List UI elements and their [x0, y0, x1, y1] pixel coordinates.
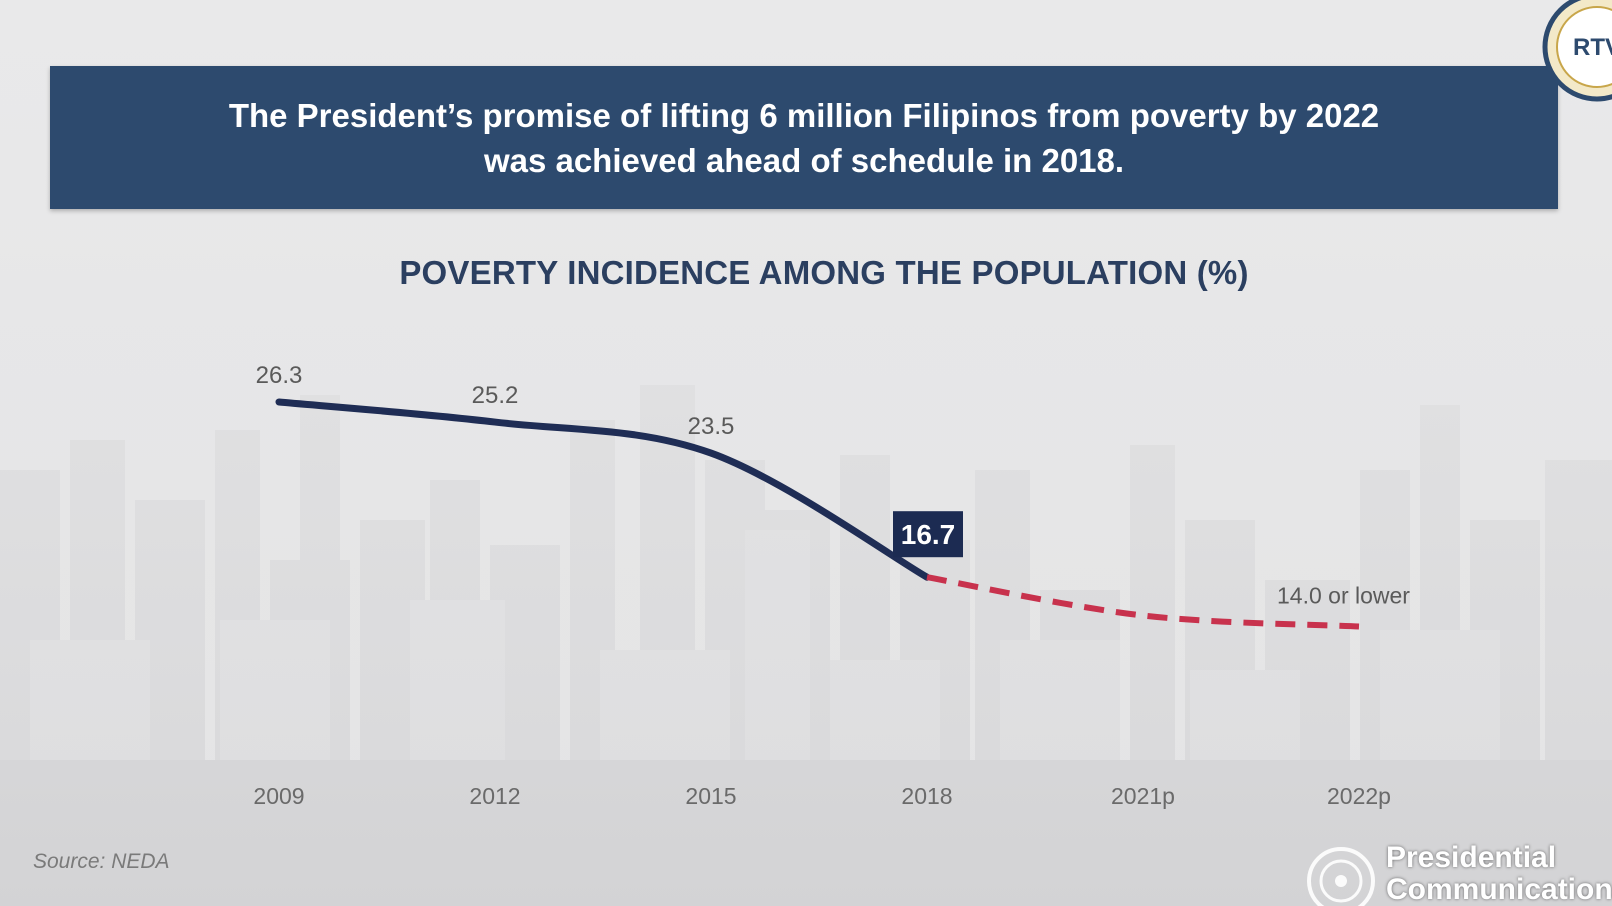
x-tick-label: 2022p [1327, 783, 1391, 809]
data-label-projection: 14.0 or lower [1277, 582, 1410, 608]
x-tick-label: 2012 [469, 783, 520, 809]
x-tick-label: 2015 [685, 783, 736, 809]
data-label: 23.5 [688, 413, 735, 440]
pcoo-wordmark-line-1: Presidential [1386, 841, 1557, 874]
actual-line-solid [275, 398, 931, 581]
rtv-seal-logo: RTV [1542, 0, 1612, 102]
data-label: 26.3 [256, 362, 303, 389]
pcoo-wordmark: Presidential Communications [1386, 842, 1612, 906]
x-tick-label: 2018 [901, 783, 952, 809]
headline-banner: The President’s promise of lifting 6 mil… [50, 66, 1558, 209]
data-label: 25.2 [472, 382, 519, 409]
pcoo-seal-icon [1307, 847, 1375, 906]
seal-text: RTV [1573, 34, 1612, 61]
highlight-label-box [893, 511, 963, 558]
headline-line-1: The President’s promise of lifting 6 mil… [228, 96, 1380, 134]
projection-line-dashed [926, 574, 1360, 630]
data-label-highlight: 16.7 [901, 519, 956, 550]
source-note: Source: NEDA [33, 850, 170, 873]
chart-title: POVERTY INCIDENCE AMONG THE POPULATION (… [399, 254, 1249, 291]
headline-line-2: was achieved ahead of schedule in 2018. [483, 141, 1125, 179]
x-tick-label: 2009 [253, 783, 304, 809]
x-tick-label: 2021p [1111, 783, 1175, 809]
pcoo-wordmark-line-2: Communications [1386, 873, 1612, 906]
